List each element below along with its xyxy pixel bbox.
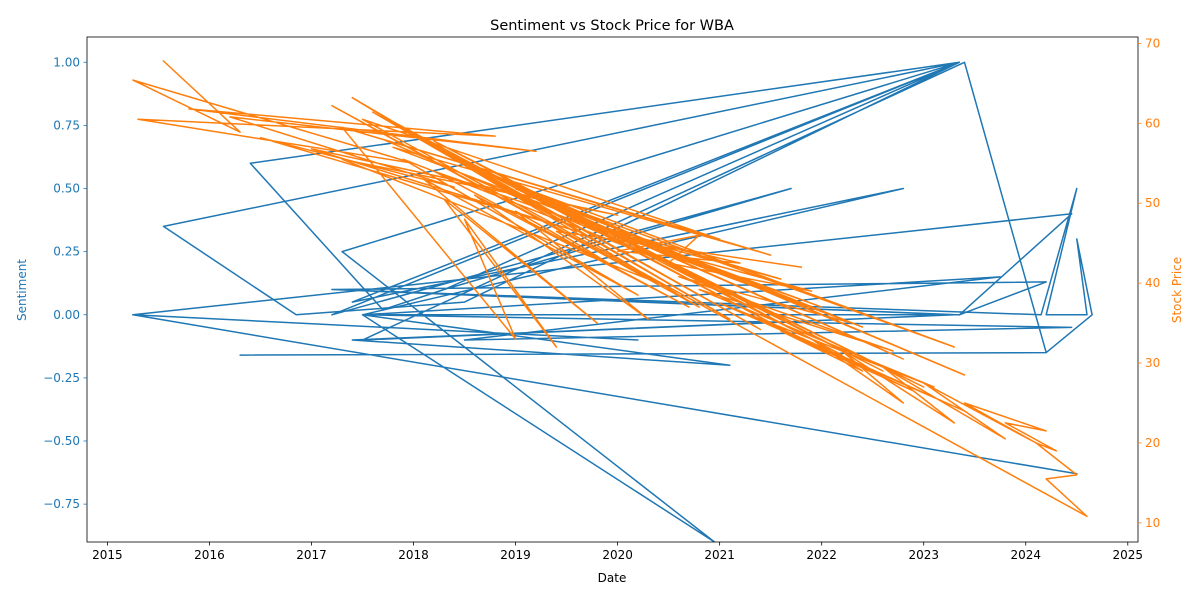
right-y-tick-label: 60 (1145, 116, 1160, 130)
right-axis-title: Stock Price (1170, 257, 1184, 323)
stock-price-series-line (132, 59, 1088, 518)
x-tick-label: 2021 (704, 548, 735, 562)
x-tick-label: 2025 (1113, 548, 1144, 562)
left-y-tick-label: 0.25 (53, 245, 80, 259)
right-y-tick-label: 30 (1145, 356, 1160, 370)
x-tick-label: 2016 (194, 548, 225, 562)
right-y-tick-label: 50 (1145, 196, 1160, 210)
right-y-tick-label: 20 (1145, 436, 1160, 450)
plot-area (132, 59, 1093, 542)
right-y-tick-label: 70 (1145, 36, 1160, 50)
x-tick-label: 2022 (806, 548, 837, 562)
x-tick-label: 2024 (1010, 548, 1041, 562)
left-y-tick-label: 0.00 (53, 308, 80, 322)
left-y-tick-label: −0.25 (43, 371, 80, 385)
x-tick-label: 2017 (296, 548, 327, 562)
plot-frame (86, 36, 1139, 543)
sentiment-series-line (132, 61, 1093, 542)
chart-title: Sentiment vs Stock Price for WBA (490, 18, 734, 34)
left-y-tick-label: 0.50 (53, 182, 80, 196)
x-tick-label: 2019 (500, 548, 531, 562)
right-y-tick-label: 40 (1145, 276, 1160, 290)
x-tick-label: 2023 (908, 548, 939, 562)
left-y-tick-label: −0.50 (43, 434, 80, 448)
right-y-tick-label: 10 (1145, 516, 1160, 530)
left-axis-title: Sentiment (15, 259, 29, 321)
left-y-tick-label: 0.75 (53, 118, 80, 132)
left-y-tick-label: −0.75 (43, 497, 80, 511)
x-tick-label: 2020 (602, 548, 633, 562)
axes: 2015 2016 2017 2018 2019 2020 2021 2022 2023 2024… (43, 36, 1160, 562)
x-tick-label: 2018 (398, 548, 429, 562)
x-tick-label: 2015 (92, 548, 123, 562)
left-y-tick-label: 1.00 (53, 55, 80, 69)
x-axis-title: Date (598, 571, 627, 585)
